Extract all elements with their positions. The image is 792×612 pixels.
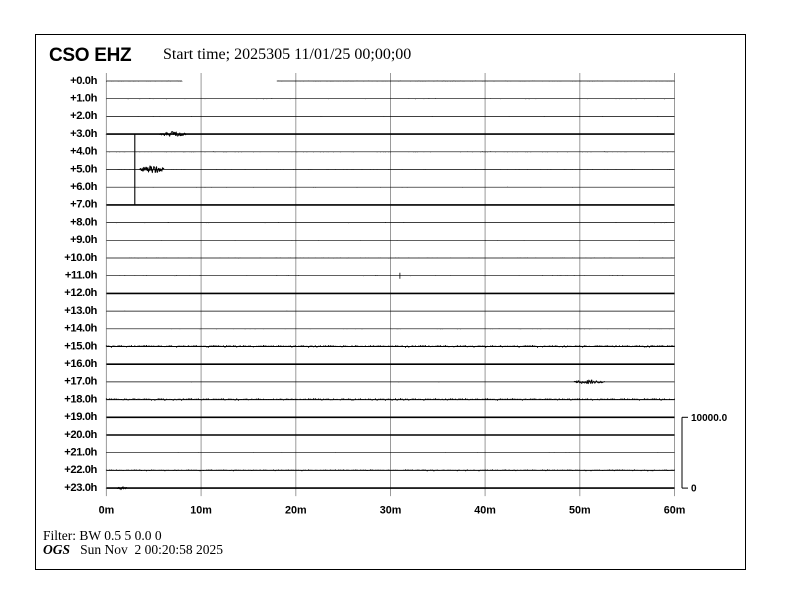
svg-text:+12.0h: +12.0h [64,287,97,299]
svg-text:20m: 20m [285,505,307,517]
svg-text:0m: 0m [99,505,115,517]
svg-text:50m: 50m [569,505,591,517]
svg-text:10000.0: 10000.0 [691,413,728,424]
svg-text:+23.0h: +23.0h [64,482,97,494]
svg-text:+8.0h: +8.0h [70,216,97,228]
svg-text:+20.0h: +20.0h [64,429,97,441]
svg-text:0: 0 [691,484,697,495]
svg-text:+19.0h: +19.0h [64,411,97,423]
svg-text:60m: 60m [664,505,686,517]
svg-text:30m: 30m [380,505,402,517]
svg-text:+10.0h: +10.0h [64,252,97,264]
svg-text:+13.0h: +13.0h [64,305,97,317]
svg-text:+2.0h: +2.0h [70,110,97,122]
svg-text:+14.0h: +14.0h [64,323,97,335]
svg-text:+9.0h: +9.0h [70,234,97,246]
svg-text:+17.0h: +17.0h [64,376,97,388]
svg-text:+18.0h: +18.0h [64,393,97,405]
svg-text:40m: 40m [474,505,496,517]
svg-text:+1.0h: +1.0h [70,93,97,105]
svg-text:+6.0h: +6.0h [70,181,97,193]
svg-text:+11.0h: +11.0h [65,270,98,282]
svg-text:+3.0h: +3.0h [70,128,97,140]
svg-text:+4.0h: +4.0h [70,146,97,158]
svg-text:+22.0h: +22.0h [64,464,97,476]
svg-text:+15.0h: +15.0h [64,340,97,352]
svg-text:+21.0h: +21.0h [64,447,97,459]
svg-text:+0.0h: +0.0h [70,75,97,87]
svg-text:+5.0h: +5.0h [70,163,97,175]
svg-text:+7.0h: +7.0h [70,199,97,211]
svg-text:10m: 10m [190,505,212,517]
svg-text:+16.0h: +16.0h [64,358,97,370]
